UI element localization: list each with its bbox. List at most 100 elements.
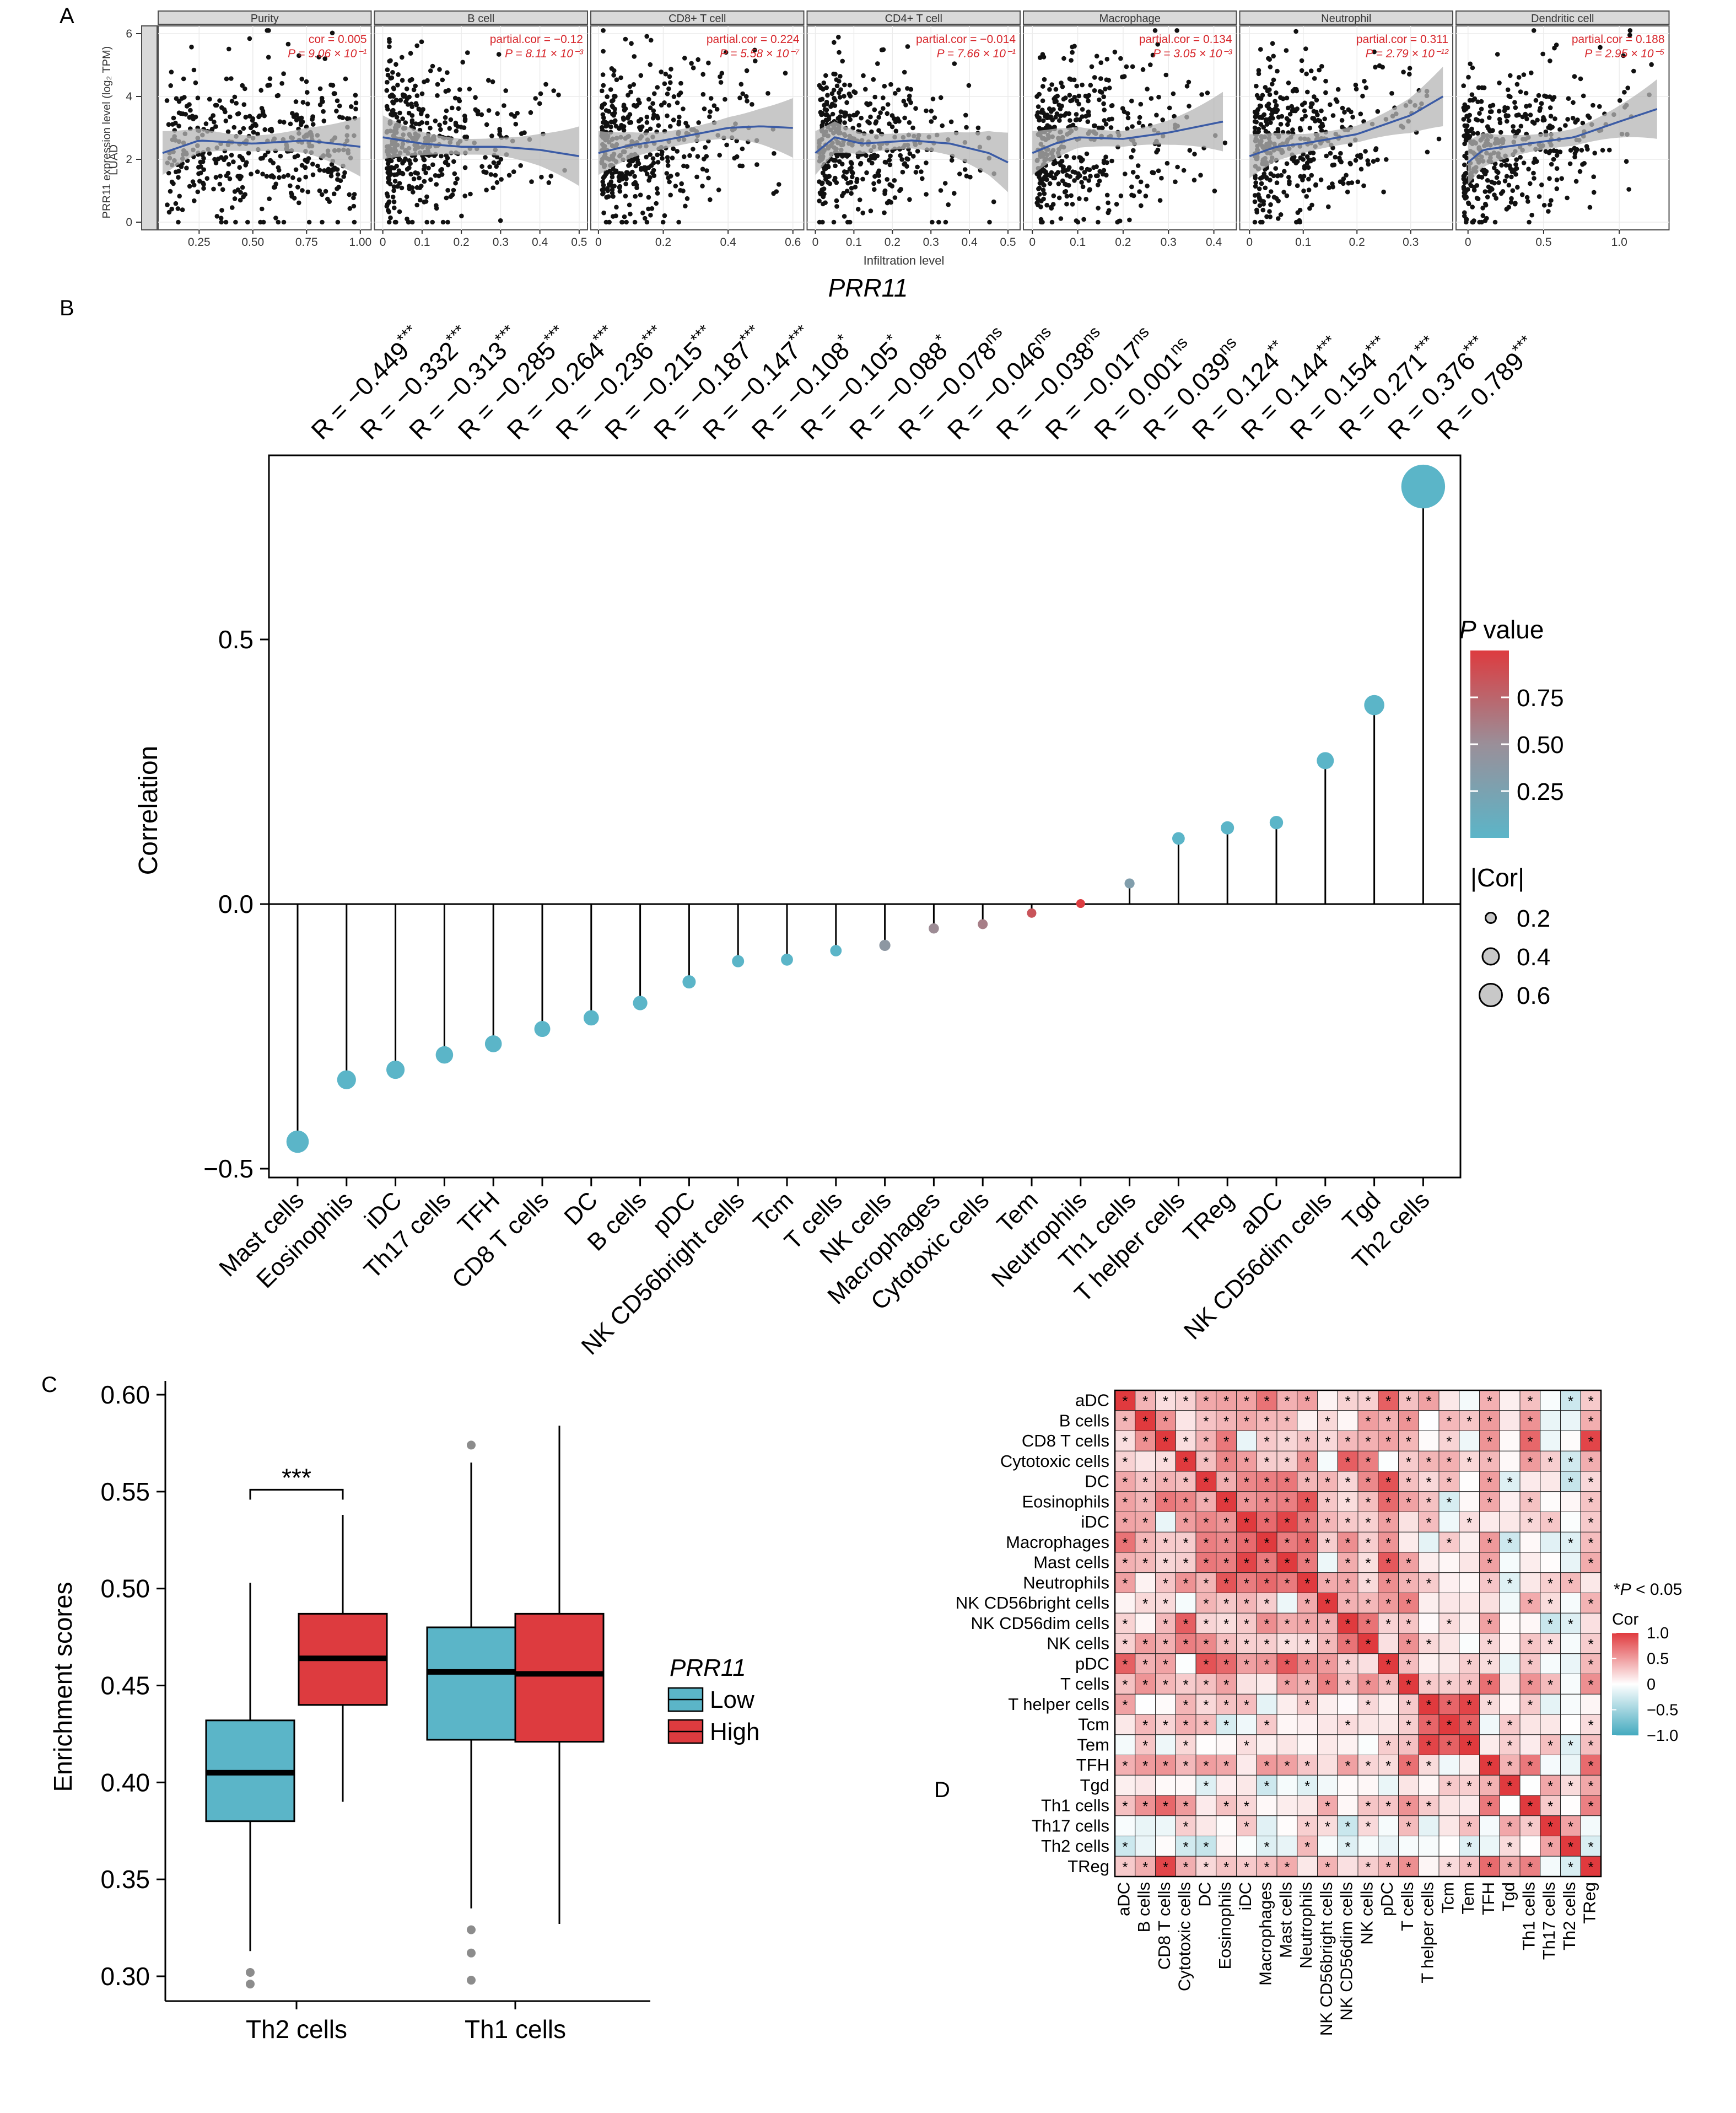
data-point bbox=[1034, 112, 1039, 118]
heat-cell bbox=[1459, 1633, 1480, 1654]
data-point bbox=[839, 193, 845, 198]
data-point bbox=[600, 179, 605, 185]
significance-star: * bbox=[1426, 1494, 1432, 1510]
data-point bbox=[426, 165, 431, 171]
data-point bbox=[415, 171, 420, 176]
row-label: B cells bbox=[1059, 1411, 1109, 1430]
data-point bbox=[1265, 88, 1270, 94]
heat-cell bbox=[1357, 1653, 1379, 1674]
data-point bbox=[1275, 68, 1280, 74]
data-point bbox=[1044, 202, 1049, 208]
data-point bbox=[1341, 176, 1346, 181]
data-point bbox=[1258, 47, 1263, 52]
data-point bbox=[1120, 106, 1125, 111]
data-point bbox=[1330, 163, 1335, 168]
data-point bbox=[1114, 202, 1119, 207]
heat-cell bbox=[1459, 1612, 1480, 1634]
significance-star: * bbox=[1223, 1514, 1229, 1531]
row-label: Tem bbox=[1077, 1735, 1109, 1754]
c-legend-low-label: Low bbox=[710, 1686, 754, 1713]
data-point bbox=[1138, 179, 1144, 185]
data-point bbox=[1056, 181, 1061, 186]
significance-star: * bbox=[1365, 1514, 1371, 1531]
panel-letter-c: C bbox=[41, 1373, 57, 1397]
data-point bbox=[1568, 148, 1573, 153]
data-point bbox=[1350, 115, 1355, 120]
data-point bbox=[388, 215, 393, 221]
data-point bbox=[1303, 114, 1308, 119]
data-point bbox=[668, 123, 673, 129]
row-label: pDC bbox=[1075, 1654, 1109, 1673]
heat-cell bbox=[1560, 1410, 1581, 1431]
data-point bbox=[679, 181, 684, 186]
significance-star: * bbox=[1183, 1474, 1189, 1491]
row-label: Th17 cells bbox=[1032, 1816, 1109, 1835]
data-point bbox=[703, 145, 708, 150]
data-point bbox=[1087, 167, 1092, 173]
data-point bbox=[628, 211, 633, 217]
row-label: Cytotoxic cells bbox=[1000, 1451, 1109, 1471]
x-tick-label: 0 bbox=[1029, 236, 1036, 249]
data-point bbox=[1140, 67, 1146, 72]
data-point bbox=[1483, 201, 1488, 207]
legend-tick-label: −0.5 bbox=[1647, 1702, 1678, 1719]
panel-b-title: PRR11 bbox=[828, 273, 908, 302]
data-point bbox=[288, 121, 293, 127]
data-point bbox=[196, 171, 201, 176]
data-point bbox=[465, 50, 470, 55]
data-point bbox=[276, 219, 281, 225]
data-point bbox=[1070, 50, 1075, 55]
data-point bbox=[219, 105, 224, 110]
data-point bbox=[905, 44, 910, 49]
significance-star: * bbox=[1588, 1656, 1594, 1673]
data-point bbox=[462, 135, 467, 139]
outlier-point bbox=[246, 1967, 255, 1977]
data-point bbox=[1261, 112, 1267, 117]
heat-cell bbox=[1337, 1795, 1358, 1816]
data-point bbox=[650, 156, 656, 161]
data-point bbox=[1577, 169, 1583, 174]
significance-star: * bbox=[1365, 1676, 1371, 1693]
significance-star: * bbox=[1568, 1778, 1573, 1794]
significance-star: * bbox=[1365, 1393, 1371, 1410]
data-point bbox=[390, 195, 396, 200]
data-point bbox=[752, 47, 757, 53]
data-point bbox=[400, 116, 405, 121]
data-point bbox=[949, 158, 955, 163]
heat-cell bbox=[1418, 1775, 1440, 1796]
significance-star: * bbox=[1467, 1717, 1472, 1734]
data-point bbox=[1280, 96, 1286, 101]
data-point bbox=[1047, 181, 1053, 186]
significance-star: * bbox=[1487, 1676, 1492, 1693]
data-point bbox=[1381, 189, 1386, 195]
heat-cell bbox=[1276, 1836, 1298, 1857]
data-point bbox=[1199, 92, 1204, 97]
data-point bbox=[1037, 117, 1042, 123]
data-point bbox=[400, 78, 405, 83]
data-point bbox=[975, 125, 981, 131]
data-point bbox=[422, 179, 427, 184]
significance-star: * bbox=[1467, 1737, 1472, 1754]
significance-star: * bbox=[1588, 1717, 1594, 1734]
data-point bbox=[201, 186, 206, 191]
c-legend-title: PRR11 bbox=[670, 1654, 746, 1681]
data-point bbox=[231, 125, 237, 130]
fit-line bbox=[382, 136, 580, 158]
data-point bbox=[838, 87, 843, 92]
significance-star: * bbox=[1406, 1717, 1411, 1734]
data-point bbox=[898, 153, 903, 158]
heat-cell bbox=[1114, 1815, 1136, 1836]
data-point bbox=[498, 218, 503, 223]
data-point bbox=[662, 100, 667, 105]
data-point bbox=[638, 192, 643, 198]
data-point bbox=[1037, 192, 1042, 197]
data-point bbox=[187, 115, 192, 120]
data-point bbox=[872, 107, 877, 112]
legend-tick-label: 0.50 bbox=[1517, 732, 1564, 759]
data-point bbox=[1270, 82, 1275, 87]
data-point bbox=[644, 171, 650, 176]
data-point bbox=[462, 118, 468, 123]
data-point bbox=[445, 70, 450, 75]
data-point bbox=[885, 102, 891, 107]
